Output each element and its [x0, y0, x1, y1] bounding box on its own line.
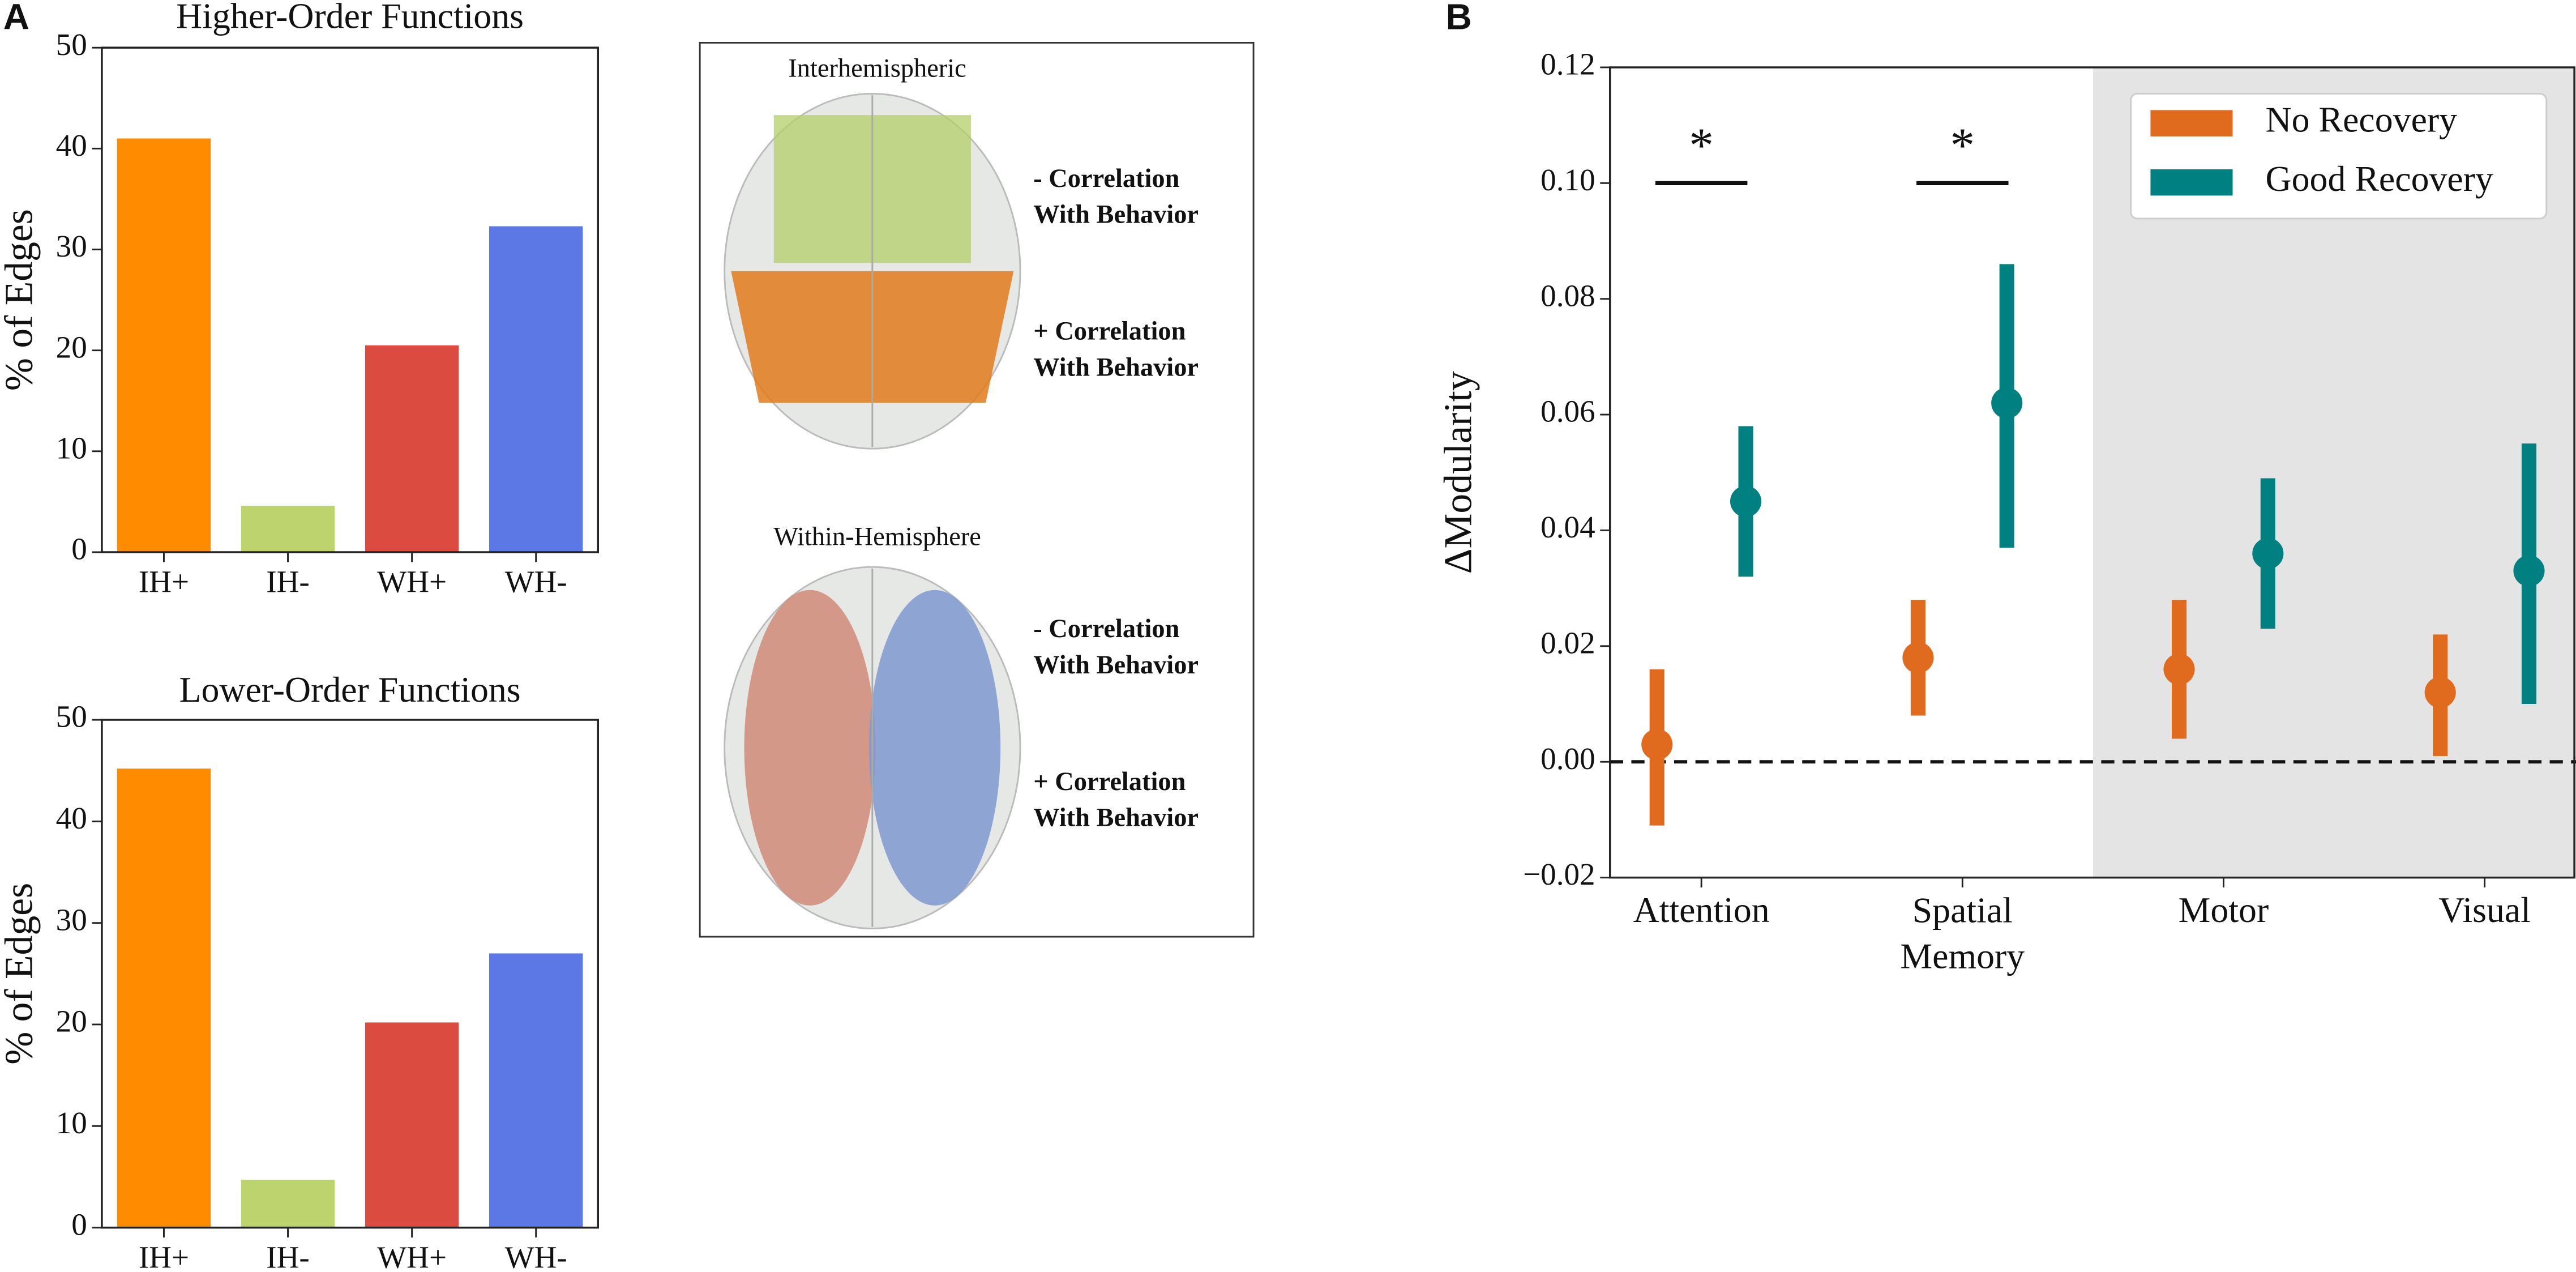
y-tick-label: 10	[56, 1105, 87, 1140]
diagram-label: With Behavior	[1033, 651, 1199, 680]
y-tick-label: 0.04	[1541, 510, 1595, 544]
legend-swatch	[2150, 169, 2233, 196]
x-tick-label: IH+	[139, 565, 189, 599]
diagram-label: With Behavior	[1033, 353, 1199, 382]
diagram-title: Within-Hemisphere	[773, 522, 981, 551]
bar	[241, 506, 335, 553]
x-tick-label: Spatial Memory	[1900, 890, 2025, 976]
y-axis-label: % of Edges	[0, 209, 41, 391]
bar	[489, 953, 583, 1228]
bar	[241, 1180, 335, 1228]
x-tick-label: WH+	[377, 565, 447, 599]
y-tick-label: 30	[56, 902, 87, 937]
point	[2252, 537, 2284, 569]
legend-label: Good Recovery	[2266, 159, 2493, 199]
axes-frame	[1609, 66, 2575, 879]
point	[1641, 728, 1673, 761]
y-tick-label: 0.00	[1541, 741, 1595, 776]
y-tick-label: 50	[56, 699, 87, 734]
diagram-label: With Behavior	[1033, 804, 1199, 833]
x-tick-label: WH+	[377, 1240, 447, 1272]
bar	[365, 345, 459, 553]
chart-title: Lower-Order Functions	[179, 669, 520, 710]
diagram-label: - Correlation	[1033, 614, 1179, 643]
bar	[365, 1022, 459, 1228]
x-tick-label: Motor	[2179, 890, 2269, 930]
y-tick-label: 0.02	[1541, 625, 1595, 660]
y-tick-label: 0	[71, 1207, 87, 1241]
bar	[117, 138, 211, 553]
y-tick-label: 0.08	[1541, 278, 1595, 313]
y-tick-label: 0.12	[1541, 47, 1595, 82]
y-tick-label: 0	[71, 532, 87, 566]
point	[1991, 387, 2023, 419]
y-axis-label: % of Edges	[0, 883, 41, 1065]
significance-star: *	[1950, 117, 1975, 172]
diagram-label: + Correlation	[1033, 767, 1186, 796]
diagram-label: + Correlation	[1033, 317, 1186, 346]
y-tick-label: 0.06	[1541, 394, 1595, 429]
panel-label: A	[3, 0, 29, 37]
point	[2424, 677, 2456, 708]
legend-label: No Recovery	[2266, 99, 2458, 139]
brain-bottom	[724, 566, 1021, 929]
panel-label: B	[1446, 0, 1472, 37]
bar	[117, 769, 211, 1228]
chart-title: Higher-Order Functions	[176, 0, 524, 36]
y-tick-label: 0.10	[1541, 163, 1595, 197]
x-tick-label: WH-	[505, 1240, 567, 1272]
point	[1730, 485, 1762, 517]
x-tick-label: Attention	[1633, 890, 1770, 930]
y-tick-label: 40	[56, 801, 87, 835]
bar	[489, 226, 583, 553]
y-tick-label: 50	[56, 27, 87, 62]
diagram-label: With Behavior	[1033, 200, 1199, 229]
y-tick-label: 30	[56, 229, 87, 263]
x-tick-label: Visual	[2438, 890, 2531, 930]
diagram-label: - Correlation	[1033, 164, 1179, 193]
y-axis-label: ΔModularity	[1437, 371, 1480, 574]
y-tick-label: 20	[56, 1004, 87, 1039]
point	[2513, 555, 2545, 587]
y-tick-label: 40	[56, 128, 87, 163]
point	[2163, 654, 2195, 685]
y-tick-label: 10	[56, 430, 87, 465]
legend-swatch	[2150, 110, 2233, 136]
point	[1902, 642, 1934, 673]
x-tick-label: IH+	[139, 1240, 189, 1272]
axes-frame	[101, 46, 599, 553]
x-tick-label: IH-	[266, 1240, 310, 1272]
axes-frame	[101, 719, 599, 1229]
legend-box	[2130, 92, 2548, 220]
significance-star: *	[1689, 117, 1714, 172]
brain-top	[724, 92, 1021, 450]
x-tick-label: IH-	[266, 565, 310, 599]
y-tick-label: 20	[56, 330, 87, 364]
y-tick-label: −0.02	[1523, 857, 1595, 891]
x-tick-label: WH-	[505, 565, 567, 599]
diagram-title: Interhemispheric	[788, 54, 966, 83]
